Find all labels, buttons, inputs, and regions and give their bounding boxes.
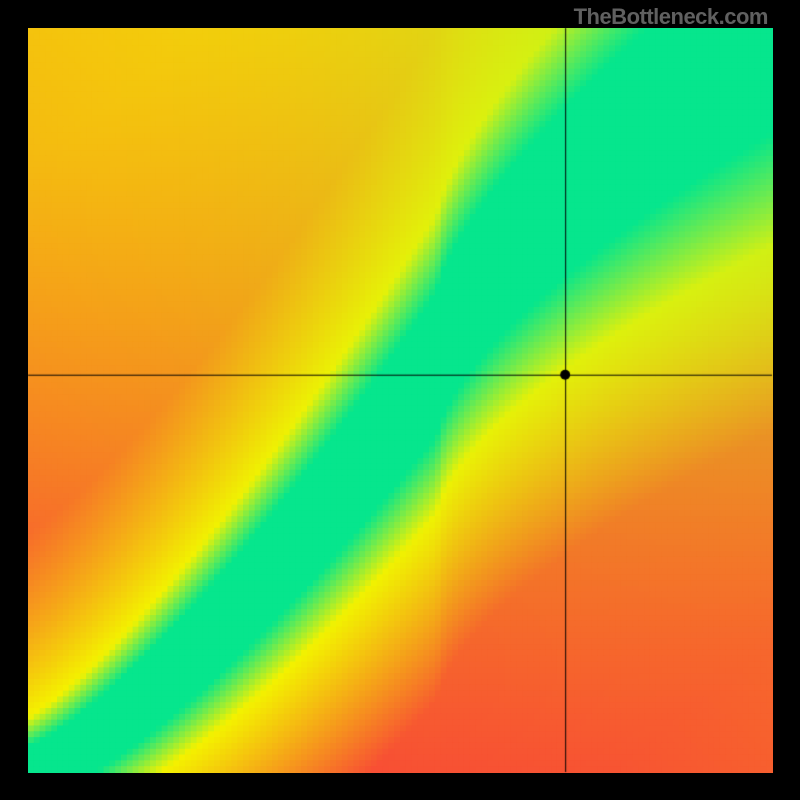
bottleneck-heatmap [0,0,800,800]
chart-container: TheBottleneck.com [0,0,800,800]
watermark-text: TheBottleneck.com [574,4,768,30]
